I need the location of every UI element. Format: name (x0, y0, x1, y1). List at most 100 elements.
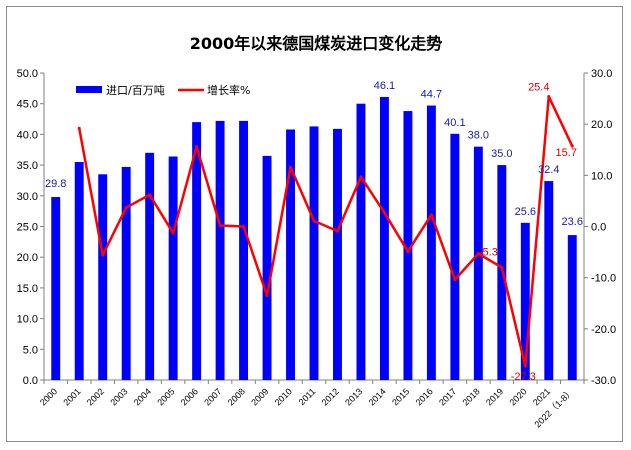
x-tick-label: 2021 (531, 386, 552, 407)
bar-data-label: 32.4 (538, 164, 559, 176)
x-tick-label: 2002 (85, 386, 106, 407)
bar-series (51, 96, 577, 381)
bar (403, 111, 413, 381)
right-tick-label: -10.0 (591, 273, 616, 285)
left-tick-label: 10.0 (17, 314, 38, 326)
growth-rate-point (265, 294, 269, 298)
growth-rate-point (195, 145, 199, 149)
x-tick-label: 2017 (437, 386, 458, 407)
line-data-label: -27.3 (511, 371, 536, 383)
x-tick-label: 2007 (202, 386, 223, 407)
bar-data-label: 29.8 (45, 178, 66, 190)
x-tick-label: 2004 (132, 386, 153, 407)
bar (192, 122, 202, 381)
x-tick-label: 2008 (226, 386, 247, 407)
left-tick-label: 5.0 (23, 344, 38, 356)
growth-rate-point (312, 219, 316, 223)
bar (379, 96, 389, 381)
bar-data-label: 40.1 (444, 117, 465, 129)
x-tick-label: 2012 (320, 386, 341, 407)
right-tick-label: -20.0 (591, 324, 616, 336)
growth-rate-point (289, 165, 293, 169)
growth-rate-point (523, 364, 527, 368)
growth-rate-line (77, 95, 574, 368)
x-tick-label: 2003 (108, 386, 129, 407)
left-tick-label: 50.0 (17, 68, 38, 80)
legend-swatch-imports (76, 86, 102, 93)
bar (286, 129, 295, 380)
bar (239, 120, 249, 380)
right-tick-label: 30.0 (591, 68, 612, 80)
x-tick-label: 2010 (273, 386, 294, 407)
right-tick-label: -30.0 (591, 375, 616, 387)
legend-label-imports: 进口/百万吨 (106, 84, 165, 97)
growth-rate-point (476, 252, 480, 256)
growth-rate-point (406, 250, 410, 254)
x-tick-label: 2011 (297, 386, 318, 407)
bar (356, 103, 366, 380)
growth-rate-point (242, 225, 246, 228)
bar (473, 146, 483, 380)
x-tick-label: 2005 (155, 386, 176, 407)
right-tick-label: 20.0 (591, 119, 612, 131)
growth-rate-point (359, 175, 363, 179)
left-tick-label: 40.0 (17, 129, 38, 141)
x-tick-label: 2019 (484, 386, 505, 407)
growth-rate-point (453, 278, 457, 282)
bar (121, 166, 131, 380)
x-tick-label: 2020 (507, 386, 528, 407)
growth-rate-point (335, 229, 339, 233)
growth-rate-point (77, 126, 81, 130)
bar (520, 222, 530, 380)
line-data-label: 15.7 (556, 147, 577, 159)
growth-rate-point (570, 144, 574, 148)
growth-rate-point (171, 231, 175, 235)
bar (51, 197, 61, 380)
bar (333, 128, 342, 380)
legend: 进口/百万吨 增长率% (76, 83, 250, 97)
chart-title: 2000年以来德国煤炭进口变化走势 (190, 34, 443, 53)
right-tick-label: 10.0 (591, 170, 612, 182)
right-tick-label: 0.0 (591, 222, 606, 234)
bar-data-label: 44.7 (421, 89, 442, 101)
x-tick-label: 2016 (414, 386, 435, 407)
left-tick-label: 25.0 (17, 222, 38, 234)
growth-rate-point (429, 213, 433, 217)
left-tick-label: 15.0 (17, 283, 38, 295)
bar (262, 155, 272, 380)
legend-label-growth: 增长率% (207, 83, 250, 97)
growth-rate-point (382, 211, 386, 215)
bar-data-label: 46.1 (374, 80, 395, 92)
x-tick-label: 2013 (343, 386, 364, 407)
bar-data-label: 38.0 (468, 130, 489, 142)
bar-data-label: 35.0 (491, 148, 512, 160)
bar (145, 152, 155, 380)
bar (450, 133, 460, 380)
x-tick-label: 2014 (367, 386, 388, 407)
line-series (77, 95, 574, 368)
left-tick-label: 20.0 (17, 252, 38, 264)
bar-data-label: 23.6 (562, 216, 583, 228)
line-data-label: -5.3 (479, 247, 498, 259)
x-tick-label: 2015 (390, 386, 411, 407)
bar (309, 126, 319, 380)
growth-rate-point (124, 206, 128, 210)
bar (74, 162, 84, 380)
left-tick-label: 30.0 (17, 191, 38, 203)
data-labels: 29.8 46.1 44.7 40.138.035.0 25.6 32.4 23.6 -5.3… (45, 80, 583, 383)
bar-data-label: 25.6 (515, 206, 536, 218)
growth-rate-point (148, 193, 152, 197)
bar (426, 105, 436, 381)
x-tick-label: 2006 (179, 386, 200, 407)
growth-rate-point (101, 253, 105, 257)
bar (215, 120, 225, 380)
left-tick-label: 35.0 (17, 160, 38, 172)
x-tick-label: 2018 (461, 386, 482, 407)
growth-rate-point (500, 265, 504, 269)
growth-rate-point (218, 223, 222, 227)
left-tick-label: 45.0 (17, 99, 38, 111)
bar (544, 181, 554, 380)
line-data-label: 25.4 (528, 82, 549, 94)
bar (567, 235, 577, 380)
